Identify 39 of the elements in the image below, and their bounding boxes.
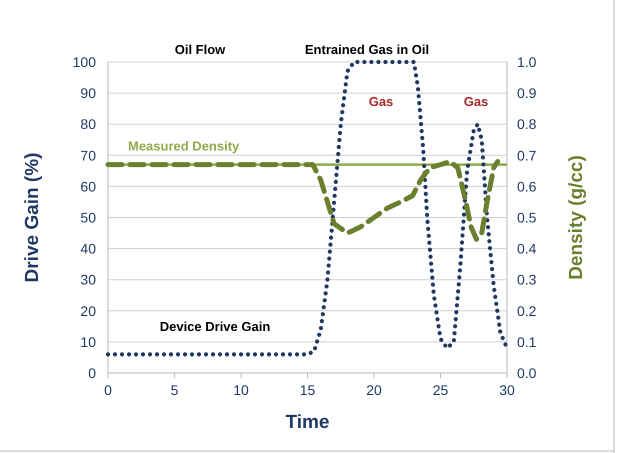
- y2-tick-label: 0.2: [517, 302, 537, 319]
- x-axis-title: Time: [285, 412, 330, 433]
- y-tick-label: 60: [80, 178, 96, 194]
- x-tick-label: 20: [366, 382, 382, 398]
- x-tick-label: 25: [432, 382, 448, 398]
- annotation: Gas: [464, 94, 488, 109]
- x-tick-label: 5: [170, 382, 179, 398]
- y2-tick-label: 0.5: [517, 210, 537, 226]
- ref-line-label: Measured Density: [128, 138, 240, 154]
- y2-tick-label: 0.6: [517, 178, 537, 194]
- x-tick-label: 30: [499, 382, 515, 398]
- x-tick-label: 10: [233, 382, 249, 398]
- y2-tick-label: 1.0: [517, 54, 537, 70]
- y-tick-label: 0: [88, 365, 96, 381]
- y2-tick-label: 0.3: [517, 272, 537, 288]
- y2-axis-title: Density (g/cc): [566, 155, 587, 280]
- y-tick-label: 20: [80, 302, 96, 319]
- y2-tick-label: 0.7: [517, 147, 537, 164]
- y-tick-label: 80: [80, 116, 96, 132]
- text: Entrained Gas in Oil: [304, 42, 430, 57]
- y-tick-label: 10: [80, 334, 96, 350]
- text: Oil Flow: [174, 42, 226, 57]
- annotation: Device Drive Gain: [160, 319, 270, 334]
- y2-tick-label: 0.4: [517, 240, 537, 257]
- y2-tick-label: 0.0: [517, 365, 537, 381]
- y2-tick-label: 0.1: [517, 334, 537, 350]
- x-tick-label: 15: [300, 382, 316, 398]
- y2-tick-label: 0.8: [517, 116, 537, 132]
- y-tick-label: 40: [80, 240, 96, 257]
- y2-tick-label: 0.9: [517, 85, 537, 102]
- y-axis-title: Drive Gain (%): [22, 152, 43, 282]
- y-tick-label: 30: [80, 272, 96, 288]
- y-tick-label: 50: [80, 210, 96, 226]
- annotation: Gas: [368, 94, 394, 109]
- line-series: [106, 60, 510, 356]
- y-tick-label: 70: [80, 147, 96, 164]
- y-tick-label: 100: [72, 54, 96, 70]
- x-tick-label: 0: [104, 382, 112, 398]
- y-tick-label: 90: [80, 85, 96, 102]
